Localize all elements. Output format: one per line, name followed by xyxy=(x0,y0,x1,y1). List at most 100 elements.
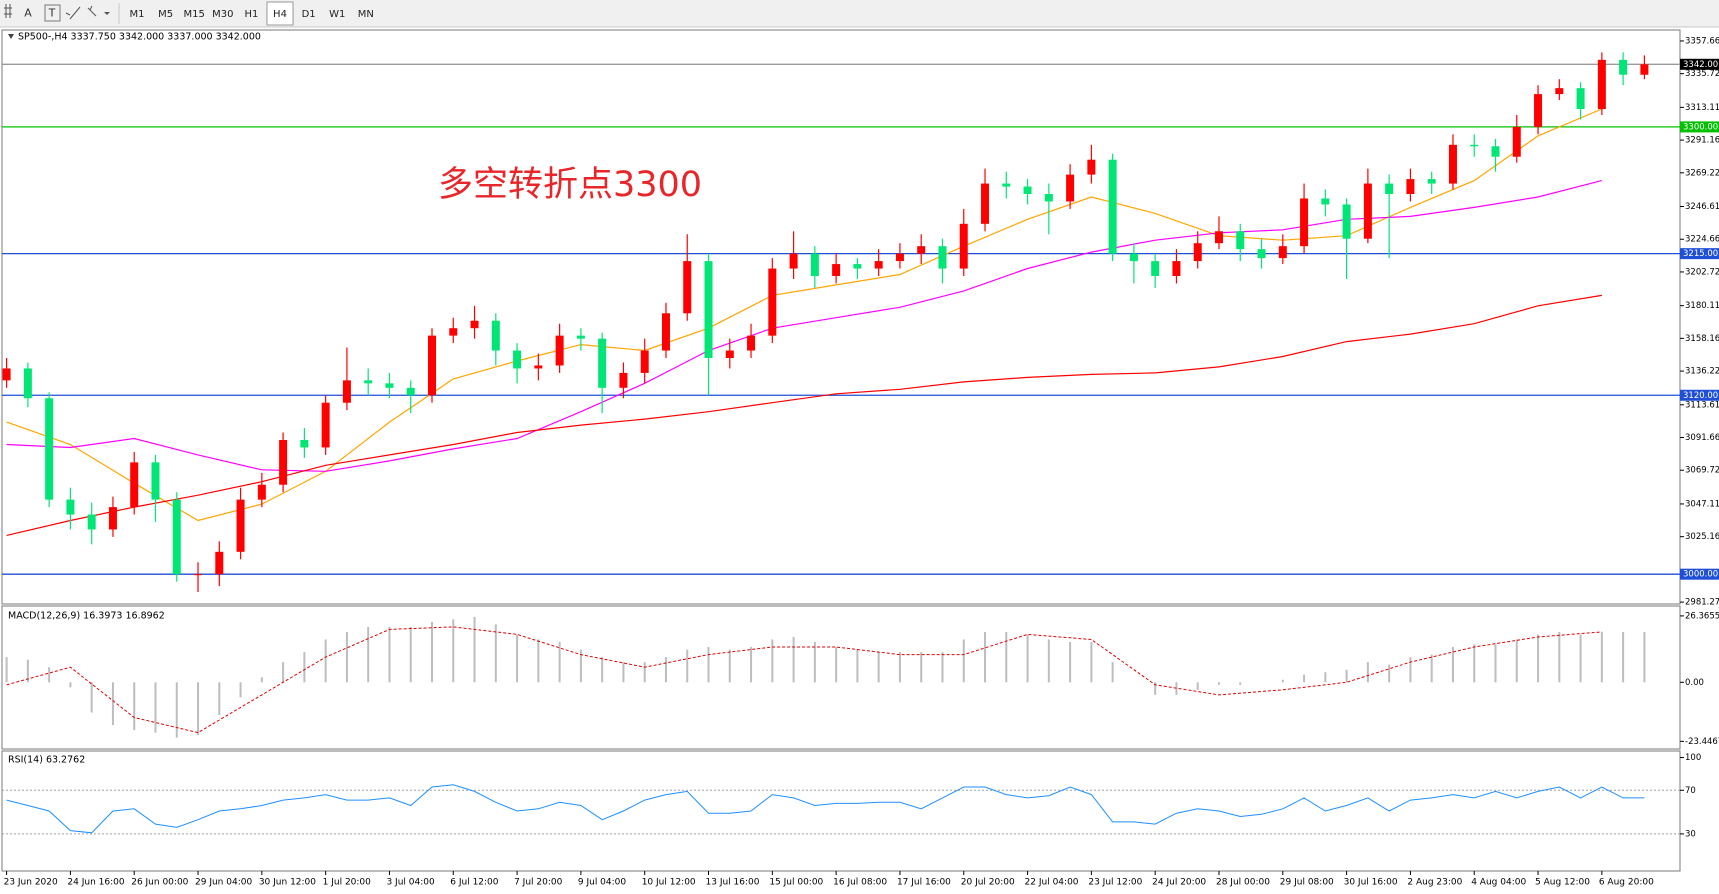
level-label: 3342.00 xyxy=(1683,60,1718,70)
timeframe-button[interactable]: D1 xyxy=(302,9,316,20)
candle-body xyxy=(470,320,479,329)
candle-body xyxy=(789,253,798,269)
candle-body xyxy=(1406,179,1415,194)
moving-average xyxy=(6,294,1602,536)
level-label: 3300.00 xyxy=(1683,122,1718,132)
candle-body xyxy=(832,264,841,276)
candle-body xyxy=(619,372,628,388)
candle-body xyxy=(364,380,373,384)
x-tick-label: 26 Jun 00:00 xyxy=(131,878,188,888)
candle-body xyxy=(1257,249,1266,259)
timeframe-button[interactable]: M15 xyxy=(184,9,205,20)
candle-body xyxy=(661,313,670,351)
x-tick-label: 23 Jul 12:00 xyxy=(1088,878,1142,888)
y-tick-label: 0.00 xyxy=(1685,678,1704,688)
y-tick-label: 3158.16 xyxy=(1685,334,1719,344)
candle-body xyxy=(1300,198,1309,247)
x-tick-label: 30 Jul 16:00 xyxy=(1344,878,1398,888)
candle-body xyxy=(555,335,564,366)
x-tick-label: 5 Aug 12:00 xyxy=(1535,878,1590,888)
y-tick-label: 3047.11 xyxy=(1685,499,1719,509)
level-label: 3215.00 xyxy=(1683,249,1718,259)
candle-body xyxy=(917,246,926,254)
candle-body xyxy=(1023,186,1032,194)
y-tick-label: 2981.27 xyxy=(1685,598,1719,608)
level-label: 3000.00 xyxy=(1683,570,1718,580)
timeframe-button[interactable]: W1 xyxy=(329,9,345,20)
candle-body xyxy=(895,253,904,262)
y-tick-label: 100 xyxy=(1685,753,1701,763)
x-tick-label: 7 Jul 20:00 xyxy=(514,878,563,888)
timeframe-active xyxy=(266,1,294,26)
candle-body xyxy=(1470,144,1479,147)
timeframe-button[interactable]: MN xyxy=(358,9,374,20)
candle-body xyxy=(1512,126,1521,157)
rsi-title: RSI(14) 63.2762 xyxy=(8,755,85,766)
candle-body xyxy=(1619,59,1628,75)
candle-body xyxy=(853,264,862,269)
candle-body xyxy=(981,183,990,224)
candle-body xyxy=(1236,231,1245,250)
candle-body xyxy=(1534,94,1543,127)
candle-body xyxy=(1363,183,1372,239)
tool-button[interactable] xyxy=(44,4,61,22)
timeframe-button[interactable]: H4 xyxy=(273,9,287,20)
y-tick-label: 3069.72 xyxy=(1685,466,1719,476)
timeframe-button[interactable]: M5 xyxy=(158,9,173,20)
x-tick-label: 29 Jul 08:00 xyxy=(1280,878,1334,888)
rsi-line xyxy=(6,784,1645,834)
candle-body xyxy=(1278,246,1287,259)
candle-body xyxy=(513,350,522,369)
y-tick-label: 3136.22 xyxy=(1685,367,1719,377)
candle-body xyxy=(23,368,32,399)
tool-label: A xyxy=(24,7,32,20)
candle-body xyxy=(1214,231,1223,244)
timeframe-button[interactable]: H1 xyxy=(244,9,258,20)
x-tick-label: 6 Jul 12:00 xyxy=(450,878,499,888)
candle-body xyxy=(683,261,692,314)
macd-panel xyxy=(1,605,1681,750)
candle-body xyxy=(810,253,819,276)
candle-body xyxy=(406,387,415,396)
candle-body xyxy=(1172,261,1181,276)
x-tick-label: 29 Jun 04:00 xyxy=(195,878,252,888)
moving-average xyxy=(6,108,1603,522)
signal-line xyxy=(6,626,1602,734)
timeframe-button[interactable]: M30 xyxy=(212,9,233,20)
x-tick-label: 24 Jun 16:00 xyxy=(67,878,124,888)
tool-icons xyxy=(4,3,120,24)
candle-body xyxy=(1640,64,1649,75)
dropdown-arrow xyxy=(104,12,110,15)
y-tick-label: 3291.16 xyxy=(1685,136,1719,146)
candle-body xyxy=(194,574,203,576)
x-tick-label: 3 Jul 04:00 xyxy=(386,878,435,888)
candle-body xyxy=(1151,261,1160,276)
candle-body xyxy=(1066,174,1075,202)
candle-body xyxy=(1427,179,1436,184)
candle-body xyxy=(938,246,947,269)
candle-body xyxy=(1448,144,1457,184)
candle-body xyxy=(1491,146,1500,157)
y-tick-label: 30 xyxy=(1685,829,1696,839)
x-tick-label: 6 Aug 20:00 xyxy=(1599,878,1654,888)
candle-body xyxy=(428,335,436,396)
candle-body xyxy=(704,261,713,358)
candle-body xyxy=(1342,204,1351,239)
level-label-box xyxy=(1680,568,1719,580)
candle-body xyxy=(130,462,139,508)
candle-body xyxy=(1555,88,1564,95)
candle-body xyxy=(747,335,756,351)
macd-title: MACD(12,26,9) 16.3973 16.8962 xyxy=(8,611,165,622)
candle-body xyxy=(279,440,288,485)
rsi-panel xyxy=(1,750,1681,872)
timeframe-button[interactable]: M1 xyxy=(130,9,145,20)
y-tick-label: 3091.66 xyxy=(1685,433,1719,443)
y-tick-label: 70 xyxy=(1685,786,1696,796)
x-tick-label: 20 Jul 20:00 xyxy=(961,878,1015,888)
annotation: 多空转折点3300 xyxy=(438,165,702,205)
x-tick-label: 13 Jul 16:00 xyxy=(706,878,760,888)
y-tick-label: 3180.11 xyxy=(1685,301,1719,311)
candle-body xyxy=(1597,59,1606,110)
candle-body xyxy=(534,365,543,369)
candle-body xyxy=(385,383,394,388)
